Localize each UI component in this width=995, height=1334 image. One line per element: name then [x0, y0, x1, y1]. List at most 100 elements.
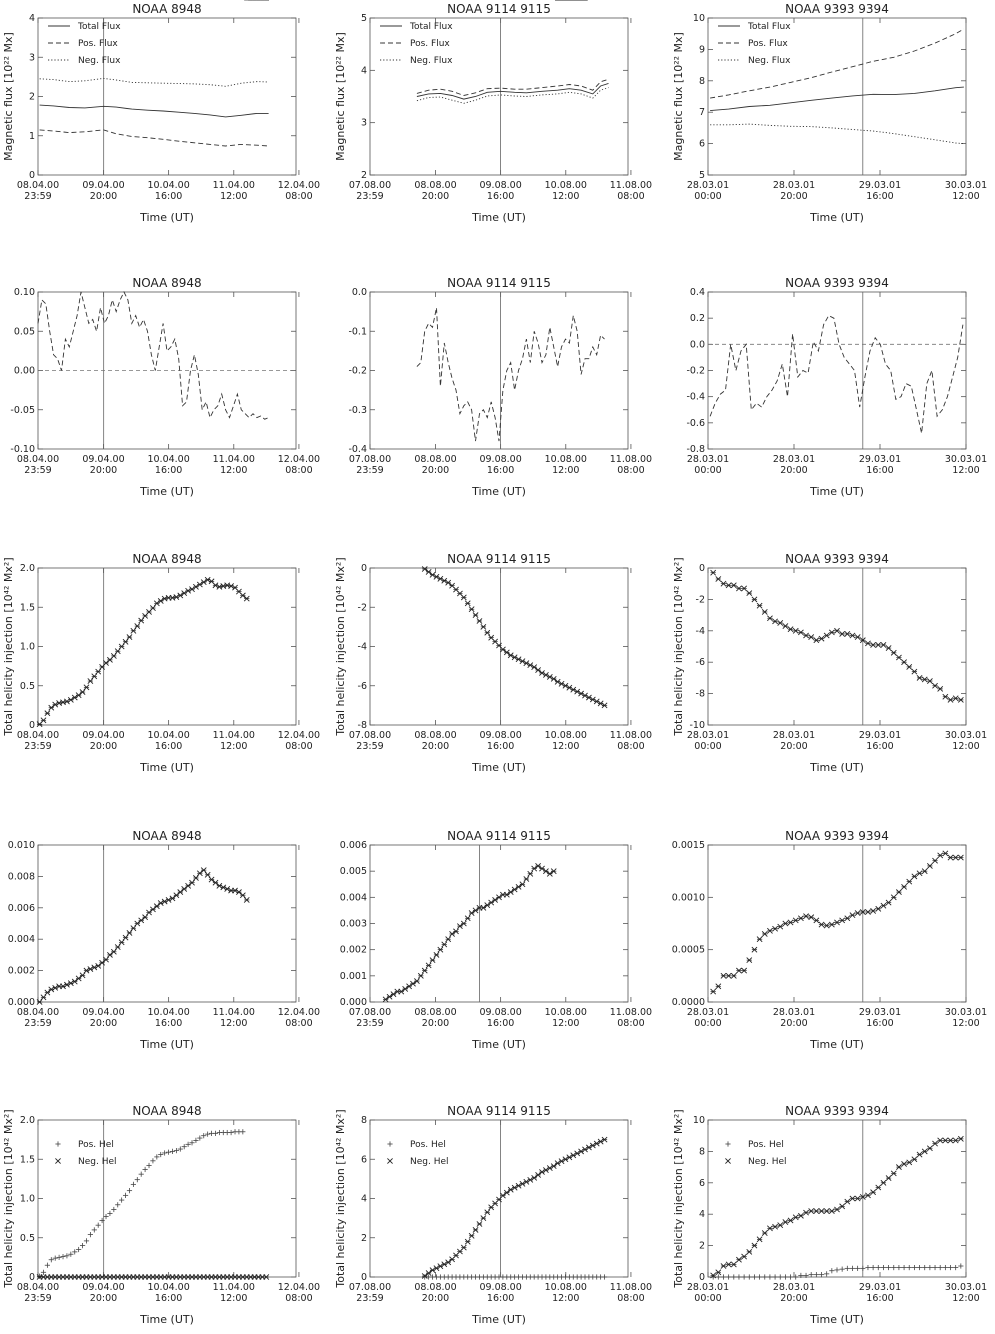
- data-point: [550, 675, 557, 682]
- data-point: [107, 951, 113, 958]
- data-point: [890, 894, 897, 901]
- data-point: [921, 868, 928, 875]
- x-axis-label: Time (UT): [471, 1038, 526, 1051]
- y-tick-label: 3: [361, 118, 367, 129]
- x-tick-label: 09.04.00: [82, 1007, 124, 1018]
- data-point: [803, 1272, 809, 1279]
- data-point: [146, 1162, 152, 1169]
- data-point: [531, 664, 538, 671]
- data-point: [761, 1230, 768, 1236]
- data-point: [958, 1263, 964, 1269]
- data-point: [942, 1264, 948, 1271]
- data-point: [957, 696, 964, 703]
- y-tick-label: 2: [29, 92, 35, 103]
- chart-title: NOAA 9114 9115: [447, 276, 551, 290]
- chart-panel: NOAA 9393 9394024681028.03.0100:0028.03.…: [672, 1104, 987, 1326]
- data-point: [154, 1154, 160, 1160]
- y-tick-label: 2: [361, 1233, 367, 1244]
- x-tick-label: 28.03.01: [773, 180, 815, 191]
- y-tick-label: 3: [29, 52, 35, 63]
- y-tick-label: -4: [696, 626, 705, 637]
- series-line: [416, 307, 605, 442]
- data-point: [468, 1232, 475, 1239]
- chart-title: NOAA 9393 9394: [785, 1104, 889, 1118]
- data-point: [550, 868, 557, 875]
- x-tick-label: 08:00: [617, 741, 644, 752]
- data-point: [460, 1244, 467, 1251]
- y-tick-label: -0.2: [348, 366, 367, 377]
- data-point: [767, 615, 773, 622]
- y-tick-label: 0.0: [352, 287, 367, 298]
- x-tick-label: 30.03.01: [945, 730, 987, 741]
- series-line: [710, 86, 964, 112]
- x-tick-label: 20:00: [422, 741, 449, 752]
- data-point: [736, 1256, 742, 1263]
- data-point: [947, 1137, 954, 1144]
- x-axis-label: Time (UT): [471, 485, 526, 498]
- x-tick-label: 08:00: [285, 1018, 312, 1029]
- data-point: [927, 1264, 933, 1271]
- legend-label: Pos. Flux: [410, 39, 450, 49]
- data-point: [130, 925, 137, 932]
- legend-label: Neg. Flux: [410, 56, 453, 66]
- x-tick-label: 07.08.00: [349, 730, 391, 741]
- x-tick-label: 16:00: [866, 741, 893, 752]
- data-point: [844, 1198, 851, 1205]
- chart-panel: NOAA 9393 9394 0.0000 0.0005 0.0010 0.0015 28…: [672, 829, 987, 1051]
- data-point: [445, 936, 452, 943]
- data-point: [849, 632, 856, 639]
- data-point: [756, 1236, 763, 1243]
- x-tick-label: 16:00: [155, 1293, 182, 1304]
- y-tick-label: 0.010: [8, 840, 35, 851]
- data-point: [839, 631, 846, 637]
- chart-title: NOAA 8948: [132, 2, 201, 16]
- data-point: [527, 870, 534, 877]
- data-point: [421, 967, 428, 974]
- data-point: [87, 1232, 93, 1238]
- data-point: [519, 881, 526, 888]
- data-point: [601, 702, 608, 709]
- x-tick-label: 00:00: [694, 1018, 721, 1029]
- data-point: [952, 854, 959, 861]
- x-tick-label: 16:00: [866, 1018, 893, 1029]
- data-point: [849, 912, 856, 919]
- data-point: [601, 1274, 608, 1280]
- y-tick-label: -0.3: [348, 405, 367, 416]
- data-point: [880, 642, 887, 648]
- data-point: [824, 1271, 830, 1277]
- data-point: [48, 1257, 54, 1263]
- y-tick-label: 1: [29, 131, 35, 142]
- data-point: [239, 892, 246, 899]
- data-point: [808, 634, 815, 640]
- data-point: [772, 618, 778, 625]
- chart-panel: NOAA 9393 9394 -0.8 -0.6 -0.4 -0.2 0.0 0.2 0.4 2…: [686, 276, 987, 498]
- data-point: [115, 1202, 121, 1208]
- y-tick-label: -6: [358, 681, 367, 692]
- x-tick-label: 23:59: [356, 1018, 383, 1029]
- data-point: [64, 1253, 70, 1259]
- data-point: [110, 653, 117, 659]
- data-point: [103, 660, 109, 666]
- x-tick-label: 16:00: [866, 191, 893, 202]
- y-tick-label: 6: [699, 139, 705, 150]
- data-point: [146, 909, 152, 916]
- data-point: [138, 1171, 144, 1177]
- data-point: [942, 1137, 949, 1144]
- x-axis-label: Time (UT): [139, 761, 194, 774]
- marker-stroke: [725, 1158, 731, 1164]
- chart-panel: NOAA 894800.51.01.52.008.04.0023:5909.04…: [2, 0, 320, 1326]
- y-tick-label: 2.0: [20, 1115, 35, 1126]
- data-point: [911, 1264, 917, 1271]
- x-tick-label: 11.08.00: [610, 1007, 652, 1018]
- y-tick-label: -8: [358, 720, 367, 731]
- data-point: [189, 1140, 195, 1146]
- y-tick-label: -0.4: [686, 392, 705, 403]
- data-point: [122, 1192, 129, 1198]
- data-point: [916, 870, 923, 877]
- data-point: [947, 696, 954, 703]
- y-tick-label: 0.008: [8, 871, 35, 882]
- data-point: [107, 1210, 113, 1217]
- x-tick-label: 11.04.00: [213, 1282, 255, 1293]
- data-point: [741, 1274, 747, 1280]
